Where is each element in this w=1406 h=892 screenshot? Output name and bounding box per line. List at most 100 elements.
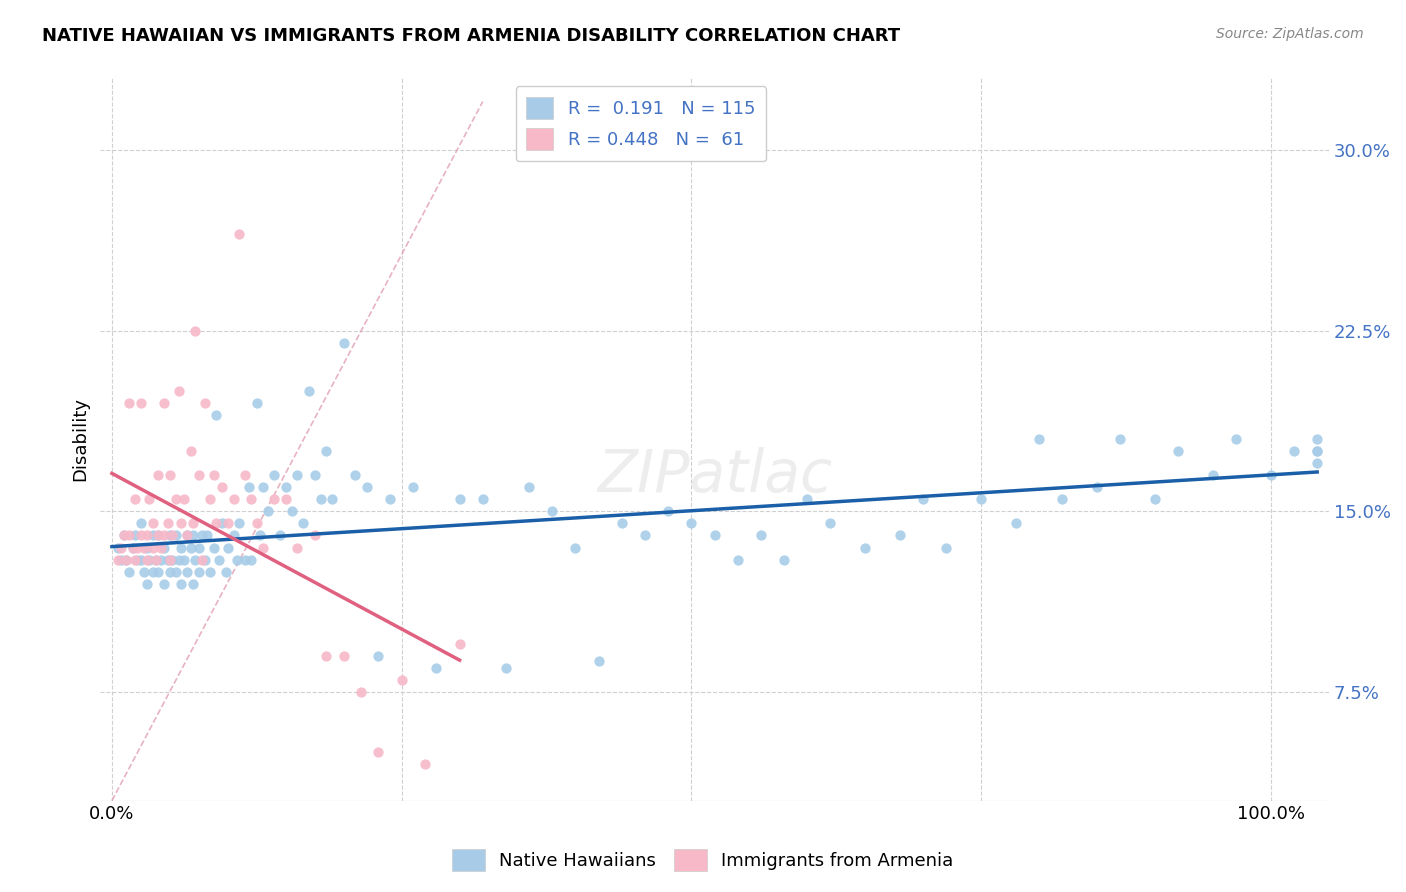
Point bbox=[269, 528, 291, 542]
Point bbox=[159, 468, 181, 483]
Point bbox=[935, 541, 957, 555]
Point bbox=[165, 492, 187, 507]
Point bbox=[115, 552, 138, 566]
Point bbox=[107, 541, 129, 555]
Point bbox=[159, 565, 181, 579]
Point bbox=[112, 528, 135, 542]
Point bbox=[173, 492, 195, 507]
Point bbox=[228, 227, 250, 241]
Point bbox=[118, 528, 141, 542]
Point bbox=[115, 552, 138, 566]
Point bbox=[249, 528, 271, 542]
Point bbox=[138, 552, 160, 566]
Point bbox=[1306, 456, 1329, 470]
Point bbox=[425, 661, 447, 675]
Point bbox=[149, 552, 172, 566]
Point bbox=[167, 384, 190, 398]
Point bbox=[173, 552, 195, 566]
Legend: Native Hawaiians, Immigrants from Armenia: Native Hawaiians, Immigrants from Armeni… bbox=[446, 842, 960, 879]
Point bbox=[564, 541, 586, 555]
Point bbox=[141, 516, 163, 531]
Point bbox=[124, 552, 146, 566]
Point bbox=[200, 565, 222, 579]
Point bbox=[170, 516, 193, 531]
Point bbox=[321, 492, 343, 507]
Point bbox=[145, 552, 167, 566]
Point bbox=[233, 468, 256, 483]
Point bbox=[1005, 516, 1028, 531]
Point bbox=[217, 516, 239, 531]
Point bbox=[121, 541, 143, 555]
Point bbox=[657, 504, 679, 518]
Point bbox=[214, 565, 236, 579]
Point bbox=[391, 673, 413, 687]
Point bbox=[332, 335, 354, 350]
Point bbox=[1225, 432, 1247, 446]
Point bbox=[149, 541, 172, 555]
Point bbox=[1167, 444, 1189, 458]
Point bbox=[145, 552, 167, 566]
Point bbox=[274, 492, 297, 507]
Point bbox=[153, 541, 176, 555]
Point bbox=[1050, 492, 1073, 507]
Point bbox=[634, 528, 657, 542]
Point bbox=[263, 468, 285, 483]
Point bbox=[129, 396, 152, 410]
Point bbox=[153, 576, 176, 591]
Point bbox=[889, 528, 911, 542]
Point bbox=[129, 516, 152, 531]
Point bbox=[141, 528, 163, 542]
Point bbox=[170, 576, 193, 591]
Point bbox=[176, 528, 198, 542]
Point bbox=[191, 552, 214, 566]
Point bbox=[402, 480, 425, 494]
Point bbox=[367, 648, 389, 663]
Point bbox=[252, 541, 274, 555]
Point bbox=[449, 637, 471, 651]
Point bbox=[211, 516, 233, 531]
Point bbox=[796, 492, 818, 507]
Point bbox=[233, 552, 256, 566]
Point bbox=[148, 528, 170, 542]
Point bbox=[344, 468, 367, 483]
Point bbox=[1306, 444, 1329, 458]
Point bbox=[252, 480, 274, 494]
Point bbox=[187, 541, 209, 555]
Point bbox=[350, 685, 373, 699]
Point bbox=[681, 516, 703, 531]
Point bbox=[191, 528, 214, 542]
Point bbox=[1202, 468, 1225, 483]
Point bbox=[238, 480, 260, 494]
Point bbox=[110, 541, 132, 555]
Point bbox=[194, 396, 217, 410]
Point bbox=[367, 746, 389, 760]
Point bbox=[129, 528, 152, 542]
Point bbox=[194, 552, 217, 566]
Point bbox=[703, 528, 725, 542]
Point bbox=[280, 504, 302, 518]
Point bbox=[148, 528, 170, 542]
Point bbox=[1282, 444, 1305, 458]
Point bbox=[180, 444, 202, 458]
Point bbox=[222, 492, 245, 507]
Point bbox=[205, 408, 228, 422]
Point bbox=[141, 541, 163, 555]
Point bbox=[184, 552, 207, 566]
Point bbox=[495, 661, 517, 675]
Point bbox=[285, 468, 308, 483]
Point bbox=[222, 528, 245, 542]
Point bbox=[195, 528, 218, 542]
Point bbox=[107, 552, 129, 566]
Point bbox=[135, 528, 157, 542]
Point bbox=[167, 552, 190, 566]
Point bbox=[124, 528, 146, 542]
Point bbox=[257, 504, 280, 518]
Point bbox=[211, 480, 233, 494]
Point bbox=[853, 541, 876, 555]
Point bbox=[610, 516, 633, 531]
Point bbox=[773, 552, 796, 566]
Point bbox=[181, 528, 204, 542]
Text: ZIPatlас: ZIPatlас bbox=[598, 447, 832, 504]
Point bbox=[129, 552, 152, 566]
Point bbox=[1260, 468, 1282, 483]
